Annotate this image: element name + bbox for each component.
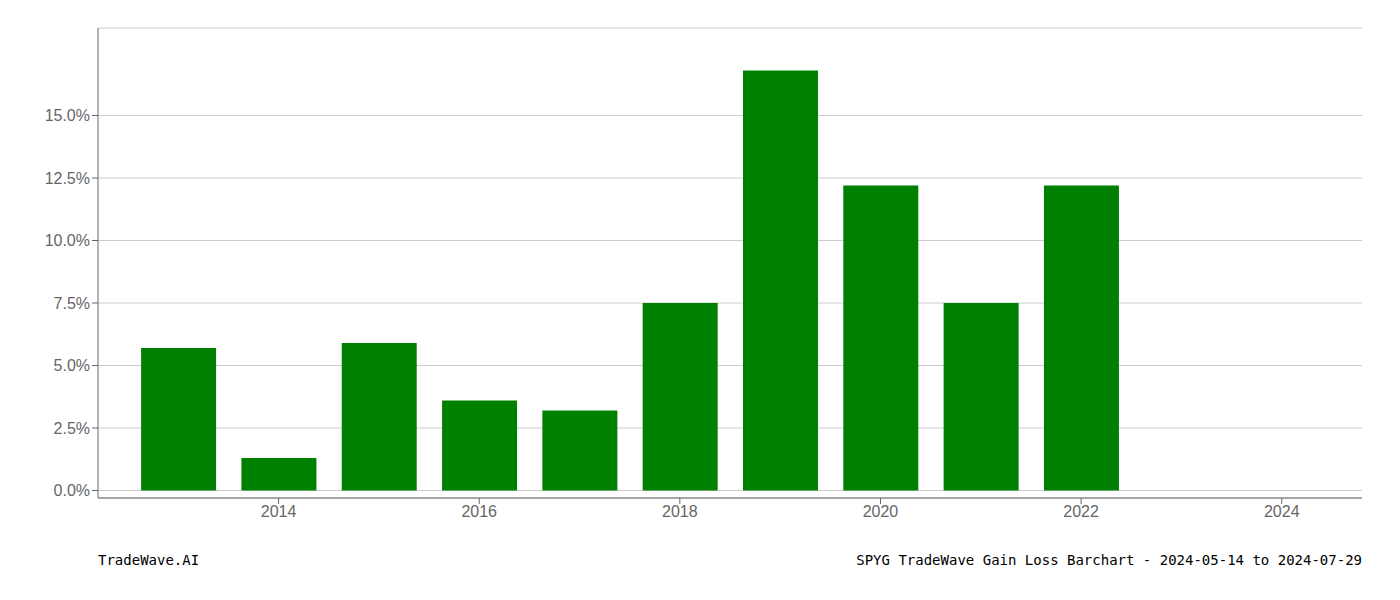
svg-text:12.5%: 12.5%: [45, 170, 90, 187]
svg-text:2.5%: 2.5%: [54, 420, 90, 437]
svg-text:2018: 2018: [662, 503, 698, 520]
svg-text:15.0%: 15.0%: [45, 107, 90, 124]
svg-text:0.0%: 0.0%: [54, 482, 90, 499]
html-text:TradeWave.AI: TradeWave.AI: [98, 552, 200, 568]
svg-text:2014: 2014: [261, 503, 297, 520]
svg-text:2024: 2024: [1264, 503, 1300, 520]
svg-text:10.0%: 10.0%: [45, 232, 90, 249]
svg-text:2020: 2020: [863, 503, 899, 520]
svg-text:5.0%: 5.0%: [54, 357, 90, 374]
svg-text:2016: 2016: [461, 503, 497, 520]
html-text:SPYG TradeWave Gain Loss Barch: SPYG TradeWave Gain Loss Barchart - 2024…: [856, 552, 1362, 568]
svg-text:2022: 2022: [1063, 503, 1099, 520]
svg-text:7.5%: 7.5%: [54, 295, 90, 312]
